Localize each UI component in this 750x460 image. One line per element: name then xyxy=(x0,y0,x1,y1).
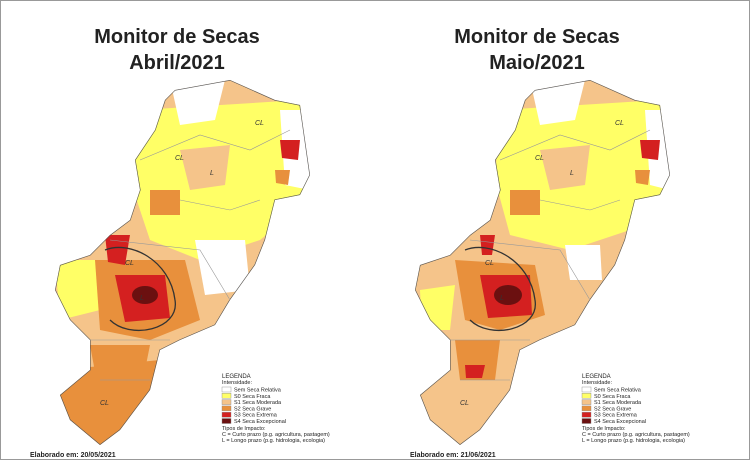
legend-impact: L = Longo prazo (p.g. hidrologia, ecolog… xyxy=(582,438,685,444)
legend-swatch xyxy=(581,386,592,393)
map-label: CL xyxy=(175,155,184,162)
legend-label: S2 Seca Grave xyxy=(594,406,631,412)
legend-title: LEGENDA xyxy=(222,374,251,380)
legend-subtitle: Intensidade: xyxy=(222,380,252,386)
footer: Elaborado em: 20/05/2021 xyxy=(30,452,116,459)
legend-impact: C = Curto prazo (p.g. agricultura, pasta… xyxy=(582,432,690,438)
map-label: CL xyxy=(615,120,624,127)
legend-impact: C = Curto prazo (p.g. agricultura, pasta… xyxy=(222,432,330,438)
legend-title: LEGENDA xyxy=(582,374,611,380)
legend-subtitle: Intensidade: xyxy=(582,380,612,386)
legend-swatch xyxy=(581,399,592,405)
legend-swatch xyxy=(221,405,232,412)
legend-label: S0 Seca Fraca xyxy=(594,394,631,400)
legend-swatch xyxy=(221,418,232,424)
footer: Elaborado em: 21/06/2021 xyxy=(410,452,496,459)
legend-swatch xyxy=(221,412,232,418)
legend-swatch xyxy=(221,393,232,399)
legend-swatch xyxy=(581,418,592,424)
map-label: CL xyxy=(535,155,544,162)
map-label: CL xyxy=(125,260,134,267)
map-label: L xyxy=(210,170,214,177)
legend-swatch xyxy=(221,399,232,405)
legend-label: S4 Seca Excepcional xyxy=(234,419,286,425)
legend-swatch xyxy=(221,386,232,393)
legend-label: S4 Seca Excepcional xyxy=(594,419,646,425)
map-label: CL xyxy=(255,120,264,127)
legend-label: S3 Seca Extrema xyxy=(234,413,278,419)
legend-swatch xyxy=(581,412,592,418)
map-label: L xyxy=(570,170,574,177)
legend-subtitle: Tipos de Impacto: xyxy=(582,426,626,432)
map-label: CL xyxy=(485,260,494,267)
legend-label: S1 Seca Moderada xyxy=(594,400,642,406)
title: Abril/2021 xyxy=(129,52,225,74)
legend-subtitle: Tipos de Impacto: xyxy=(222,426,266,432)
legend-impact: L = Longo prazo (p.g. hidrologia, ecolog… xyxy=(222,438,325,444)
legend-label: S2 Seca Grave xyxy=(234,406,271,412)
legend-swatch xyxy=(581,393,592,399)
legend-label: Sem Seca Relativa xyxy=(234,388,282,394)
map-label: CL xyxy=(100,400,109,407)
title: Monitor de Secas xyxy=(454,26,620,48)
title: Maio/2021 xyxy=(489,52,585,74)
title: Monitor de Secas xyxy=(94,26,260,48)
legend-label: S1 Seca Moderada xyxy=(234,400,282,406)
legend-label: Sem Seca Relativa xyxy=(594,388,642,394)
legend-label: S3 Seca Extrema xyxy=(594,413,638,419)
map-label: L xyxy=(500,295,504,302)
map-label: L xyxy=(140,295,144,302)
legend-label: S0 Seca Fraca xyxy=(234,394,271,400)
map-label: CL xyxy=(460,400,469,407)
legend-swatch xyxy=(581,405,592,412)
